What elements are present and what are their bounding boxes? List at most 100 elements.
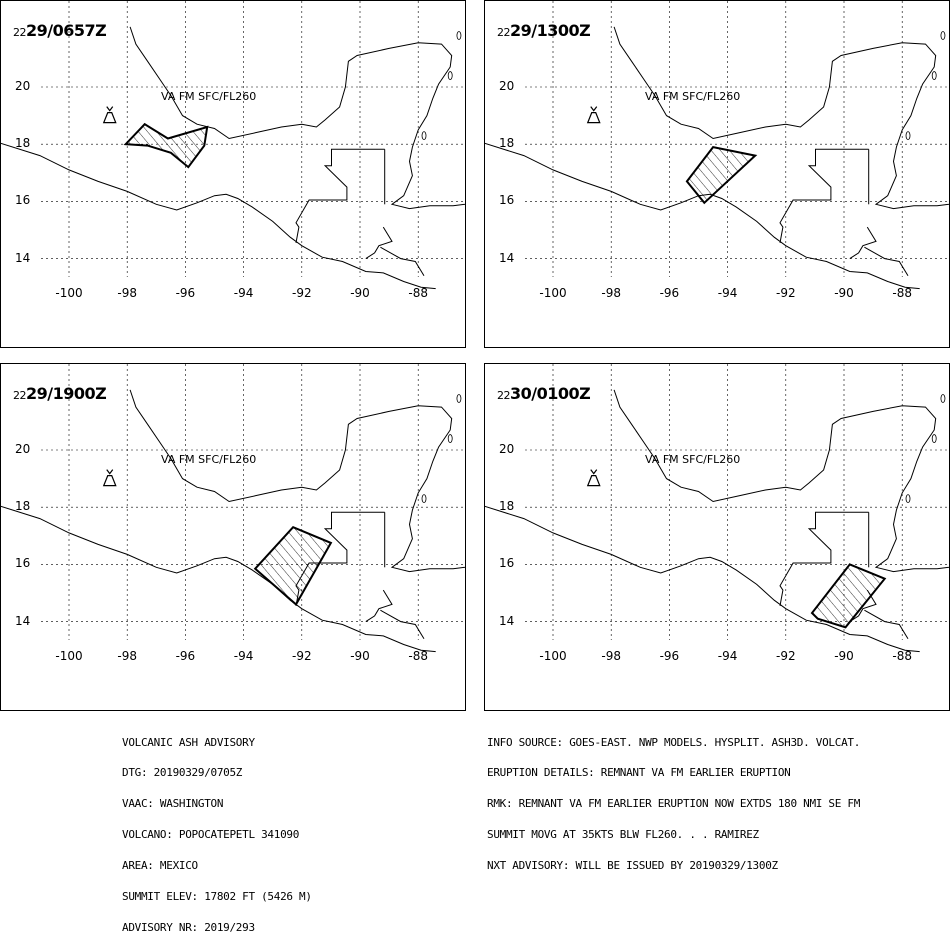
lon-tick-label: -100: [539, 286, 567, 300]
lon-tick-label: -96: [175, 286, 196, 300]
ash-cloud-polygon: [685, 145, 758, 205]
pacific-coastline: [485, 505, 920, 653]
panel-time-label: 2229/1900Z: [13, 384, 107, 403]
advisory-line: NXT ADVISORY: WILL BE ISSUED BY 20190329…: [487, 859, 778, 873]
lon-tick-label: -100: [55, 649, 83, 663]
lat-tick-label: 16: [15, 193, 31, 208]
advisory-text-right: INFO SOURCE: GOES-EAST. NWP MODELS. HYSP…: [487, 717, 860, 882]
advisory-line: AREA: MEXICO: [122, 859, 198, 873]
island: [905, 131, 911, 141]
advisory-line: ADVISORY NR: 2019/293: [122, 920, 255, 934]
pacific-coastline: [1, 142, 436, 290]
va-label: VA FM SFC/FL260: [161, 90, 257, 103]
map-panel-1: 2229/0657Z VA FM SFC/FL260 20 18 16 14 -100 -98…: [0, 0, 466, 348]
lon-tick-label: -88: [408, 286, 428, 300]
advisory-line: RMK: REMNANT VA FM EARLIER ERUPTION NOW …: [487, 797, 861, 811]
island: [940, 394, 946, 403]
panel-time: 29/1900Z: [26, 384, 107, 403]
advisory-line: ERUPTION DETAILS: REMNANT VA FM EARLIER …: [487, 766, 791, 780]
guatemala-honduras-border: [365, 226, 393, 260]
advisory-line: VOLCANIC ASH ADVISORY: [122, 735, 255, 749]
lat-tick-label: 20: [15, 442, 31, 456]
lon-tick-label: -96: [659, 286, 680, 300]
gulf-coastline: [613, 389, 949, 573]
lon-tick-label: -92: [775, 649, 796, 663]
panel-day-prefix: 22: [13, 389, 27, 402]
lon-tick-label: -94: [233, 649, 254, 663]
lon-tick-label: -98: [117, 649, 137, 663]
lat-tick-label: 18: [15, 136, 31, 151]
advisory-line: SUMMIT ELEV: 17802 FT (5426 M): [122, 890, 312, 904]
island: [456, 31, 462, 40]
lon-tick-label: -90: [834, 286, 854, 300]
lon-tick-label: -98: [601, 286, 621, 300]
pacific-coastline: [485, 142, 920, 290]
lon-tick-label: -88: [892, 286, 912, 300]
lon-tick-label: -92: [775, 286, 796, 300]
panel-time: 30/0100Z: [510, 384, 591, 403]
lon-tick-label: -88: [892, 649, 912, 663]
lon-tick-label: -94: [717, 649, 738, 663]
lon-tick-label: -90: [834, 649, 854, 663]
panel-time-label: 2230/0100Z: [497, 384, 591, 403]
map-panel-2: 2229/1300Z VA FM SFC/FL260 20 18 16 14 -100 -98…: [484, 0, 950, 348]
volcano-icon: [586, 469, 601, 487]
lon-tick-label: -92: [291, 286, 312, 300]
panel-day-prefix: 22: [13, 26, 27, 39]
lon-tick-label: -94: [717, 286, 738, 300]
el-salvador-honduras-border: [864, 609, 909, 640]
va-label: VA FM SFC/FL260: [161, 453, 257, 466]
el-salvador-honduras-border: [380, 246, 425, 277]
mexico-guatemala-border: [779, 511, 869, 606]
mexico-guatemala-border: [295, 148, 385, 243]
lat-tick-label: 18: [499, 136, 515, 151]
va-label: VA FM SFC/FL260: [645, 453, 741, 466]
volcano-icon: [586, 106, 601, 124]
map-canvas: [485, 364, 949, 653]
lon-tick-label: -100: [55, 286, 83, 300]
lat-tick-label: 14: [499, 250, 515, 265]
island: [931, 434, 937, 443]
island: [931, 71, 937, 80]
mexico-guatemala-border: [779, 148, 869, 243]
island: [940, 31, 946, 40]
panel-time: 29/0657Z: [26, 21, 107, 40]
map-panel-3: 2229/1900Z VA FM SFC/FL260 20 18 16 14 -100 -98…: [0, 363, 466, 711]
map-canvas: [1, 1, 465, 290]
lon-tick-label: -98: [117, 286, 137, 300]
lat-tick-label: 16: [15, 556, 31, 571]
volcano-icon: [102, 106, 117, 124]
map-canvas: [1, 364, 465, 653]
guatemala-honduras-border: [849, 226, 877, 260]
island: [421, 131, 427, 141]
volcano-icon: [102, 469, 117, 487]
lon-tick-label: -100: [539, 649, 567, 663]
lat-tick-label: 18: [15, 499, 31, 514]
guatemala-honduras-border: [849, 589, 877, 623]
lat-tick-label: 18: [499, 499, 515, 514]
ash-cloud-polygon: [810, 563, 887, 629]
lat-tick-label: 14: [15, 613, 31, 628]
panel-time: 29/1300Z: [510, 21, 591, 40]
lat-tick-label: 14: [15, 250, 31, 265]
gulf-coastline: [613, 26, 949, 210]
panel-time-label: 2229/1300Z: [497, 21, 591, 40]
advisory-line: INFO SOURCE: GOES-EAST. NWP MODELS. HYSP…: [487, 735, 861, 749]
panel-day-prefix: 22: [497, 389, 511, 402]
island: [905, 494, 911, 504]
lat-tick-label: 20: [15, 79, 31, 93]
lat-tick-label: 14: [499, 613, 515, 628]
gulf-coastline: [129, 389, 465, 573]
lon-tick-label: -96: [175, 649, 196, 663]
island: [447, 434, 453, 443]
island: [456, 394, 462, 403]
ash-cloud-polygon: [123, 122, 209, 169]
map-panel-4: 2230/0100Z VA FM SFC/FL260 20 18 16 14 -100 -98…: [484, 363, 950, 711]
lon-tick-label: -88: [408, 649, 428, 663]
lon-tick-label: -96: [659, 649, 680, 663]
lon-tick-label: -94: [233, 286, 254, 300]
lon-tick-label: -90: [350, 286, 370, 300]
panel-time-label: 2229/0657Z: [13, 21, 107, 40]
lon-tick-label: -98: [601, 649, 621, 663]
panel-day-prefix: 22: [497, 26, 511, 39]
